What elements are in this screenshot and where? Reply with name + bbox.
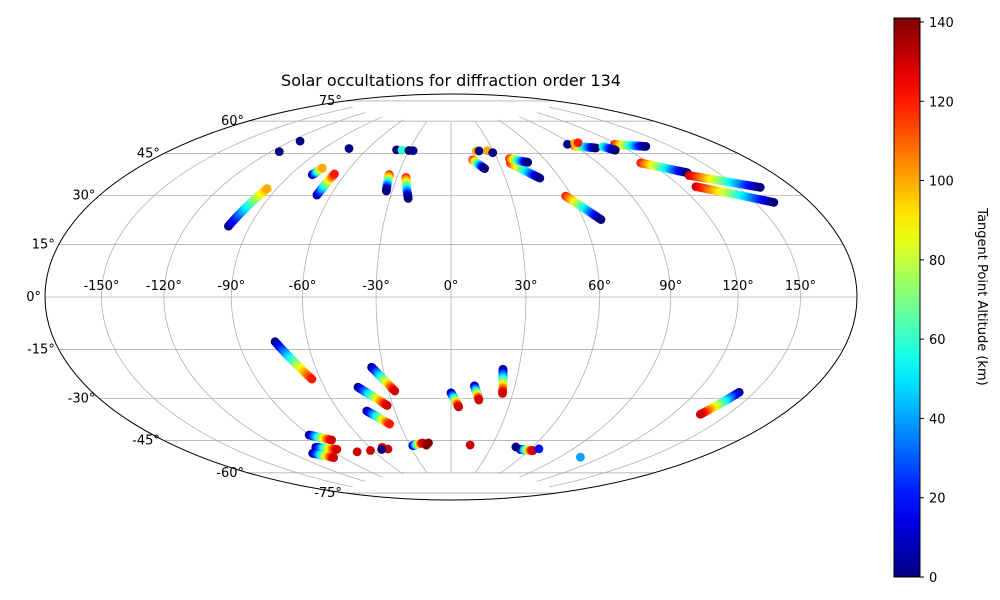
occultation-point bbox=[511, 442, 521, 452]
lon-tick-label: -60° bbox=[289, 279, 317, 294]
lon-tick-label: 90° bbox=[659, 279, 682, 294]
lon-tick-label: -90° bbox=[217, 279, 245, 294]
colorbar-tick-label: 0 bbox=[929, 571, 937, 586]
occultation-point bbox=[610, 145, 620, 155]
lon-tick-label: 30° bbox=[514, 279, 537, 294]
occultation-point bbox=[534, 444, 544, 454]
colorbar-gradient bbox=[893, 17, 921, 578]
occultation-point bbox=[498, 388, 507, 398]
occultation-point bbox=[769, 197, 779, 207]
colorbar-tick-label: 100 bbox=[929, 175, 954, 190]
chart-title: Solar occultations for diffraction order… bbox=[281, 71, 621, 90]
lat-tick-label: 15° bbox=[32, 237, 55, 252]
occultation-point bbox=[465, 440, 475, 450]
occultation-point bbox=[327, 435, 337, 445]
lon-tick-label: -30° bbox=[362, 279, 390, 294]
lon-tick-label: 120° bbox=[722, 279, 753, 294]
occultation-point bbox=[695, 409, 705, 419]
graticule bbox=[45, 100, 857, 494]
lat-tick-label: -60° bbox=[216, 466, 244, 481]
occultation-point bbox=[332, 444, 342, 454]
occultation-point bbox=[330, 169, 339, 179]
lat-tick-label: -45° bbox=[132, 434, 160, 449]
occultation-point bbox=[352, 447, 362, 457]
occultation-point bbox=[274, 147, 284, 157]
lat-tick-label: -15° bbox=[27, 343, 55, 358]
map-outline bbox=[44, 93, 858, 501]
occultation-point bbox=[390, 386, 400, 396]
colorbar-tick-label: 80 bbox=[929, 254, 946, 269]
occultation-points bbox=[224, 136, 779, 463]
occultation-point bbox=[488, 148, 498, 158]
occultation-point bbox=[403, 194, 413, 203]
colorbar-tick-label: 20 bbox=[929, 492, 946, 507]
colorbar: 0 20 40 60 80 100 120 140 Tangent Point Altitud… bbox=[893, 16, 989, 586]
lon-tick-label: 150° bbox=[785, 279, 816, 294]
occultation-point bbox=[397, 145, 407, 155]
lat-tick-label: 0° bbox=[26, 290, 41, 305]
lat-tick-label: 30° bbox=[72, 189, 95, 204]
occultation-point bbox=[307, 374, 317, 384]
colorbar-tick-label: 40 bbox=[929, 412, 946, 427]
occultation-point bbox=[421, 440, 431, 450]
lat-tick-label: 60° bbox=[221, 114, 244, 129]
occultation-point bbox=[329, 453, 339, 463]
occultation-point bbox=[366, 446, 375, 455]
lat-tick-label: -30° bbox=[68, 392, 96, 407]
occultation-point bbox=[454, 402, 464, 412]
occultation-point bbox=[385, 419, 395, 429]
axis-tick-labels: -150° -120° -90° -60° -30° 0° 30° 60° 90° 120° 150… bbox=[26, 94, 816, 501]
occultation-point bbox=[344, 144, 354, 153]
lat-tick-label: 75° bbox=[319, 94, 342, 109]
colorbar-ticks: 0 20 40 60 80 100 120 140 bbox=[920, 16, 954, 586]
lon-tick-label: 0° bbox=[444, 279, 459, 294]
occultation-point bbox=[474, 395, 484, 405]
occultation-point bbox=[480, 164, 490, 173]
lat-tick-label: -75° bbox=[314, 486, 342, 501]
occultation-point bbox=[573, 138, 583, 148]
occultation-point bbox=[591, 143, 601, 153]
occultation-point bbox=[474, 146, 484, 156]
occultation-point bbox=[295, 136, 305, 146]
colorbar-label: Tangent Point Altitude (km) bbox=[974, 207, 989, 385]
lon-tick-label: -120° bbox=[146, 279, 182, 294]
occultation-point bbox=[382, 401, 392, 410]
occultation-point bbox=[408, 146, 418, 156]
occultation-point bbox=[563, 139, 572, 149]
colorbar-tick-label: 120 bbox=[929, 95, 954, 110]
lon-tick-label: 60° bbox=[588, 279, 611, 294]
occultation-point bbox=[377, 445, 387, 454]
occultation-point bbox=[641, 142, 651, 151]
occultation-point bbox=[535, 173, 545, 183]
occultation-point bbox=[576, 452, 585, 462]
occultation-point bbox=[381, 186, 391, 196]
occultation-point bbox=[755, 182, 765, 192]
occultation-point bbox=[262, 184, 272, 194]
occultation-point bbox=[523, 157, 533, 167]
occultation-point bbox=[317, 163, 327, 173]
lat-tick-label: 45° bbox=[137, 146, 160, 161]
lon-tick-label: -150° bbox=[83, 279, 119, 294]
colorbar-tick-label: 60 bbox=[929, 333, 946, 348]
occultation-point bbox=[596, 215, 606, 224]
colorbar-tick-label: 140 bbox=[929, 16, 954, 31]
occultation-point bbox=[383, 444, 393, 454]
